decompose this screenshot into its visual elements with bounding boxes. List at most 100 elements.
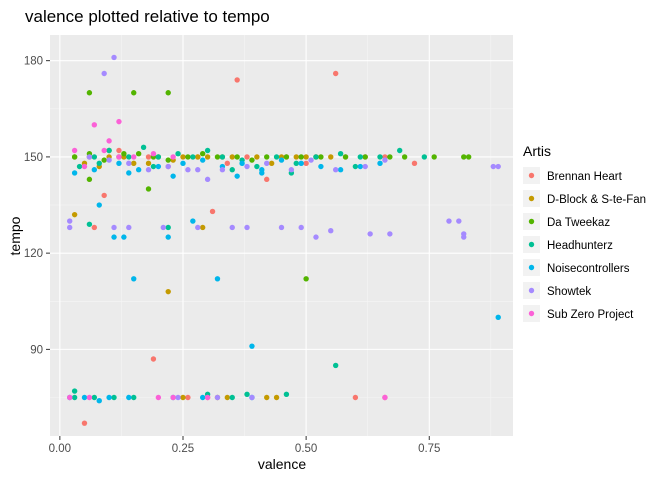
point-brennan-heart — [411, 160, 418, 167]
point-sub-zero-project — [86, 394, 93, 401]
point-brennan-heart — [101, 192, 107, 199]
point-noisecontrollers — [91, 167, 98, 173]
point-d-block-s-te-fan — [199, 224, 206, 231]
point-da-tweekaz — [283, 154, 290, 160]
point-brennan-heart — [352, 394, 359, 401]
point-showtek — [67, 224, 73, 231]
point-noisecontrollers — [135, 167, 142, 173]
point-showtek — [288, 167, 295, 173]
point-da-tweekaz — [185, 154, 191, 160]
point-showtek — [446, 218, 452, 224]
point-showtek — [195, 224, 201, 231]
point-brennan-heart — [150, 356, 157, 362]
point-sub-zero-project — [116, 118, 122, 125]
x-axis: 0.00 0.25 0.50 0.75 — [49, 436, 440, 455]
point-noisecontrollers — [199, 157, 206, 163]
point-showtek — [362, 163, 368, 170]
point-da-tweekaz — [298, 154, 304, 160]
point-headhunterz — [357, 154, 364, 160]
point-da-tweekaz — [71, 154, 78, 160]
point-showtek — [67, 218, 73, 224]
point-d-block-s-te-fan — [180, 154, 186, 160]
point-headhunterz — [377, 154, 383, 160]
point-noisecontrollers — [126, 394, 132, 401]
x-tick-label: 0.00 — [49, 443, 71, 455]
point-showtek — [175, 394, 181, 401]
point-noisecontrollers — [131, 276, 137, 282]
point-brennan-heart — [145, 154, 152, 160]
point-showtek — [101, 70, 107, 77]
point-showtek — [111, 54, 117, 61]
point-showtek — [367, 231, 373, 237]
legend-title: Artis — [523, 143, 551, 159]
point-headhunterz — [273, 154, 280, 160]
point-d-block-s-te-fan — [145, 160, 152, 167]
point-noisecontrollers — [96, 398, 102, 404]
point-showtek — [249, 394, 255, 401]
point-da-tweekaz — [86, 176, 93, 183]
point-showtek — [214, 394, 221, 401]
point-sub-zero-project — [170, 394, 176, 401]
point-showtek — [204, 176, 211, 183]
x-tick-label: 0.25 — [172, 443, 194, 455]
point-headhunterz — [96, 160, 102, 167]
point-d-block-s-te-fan — [273, 394, 280, 401]
point-headhunterz — [150, 163, 157, 170]
y-axis: 90 120 150 180 — [24, 56, 50, 356]
legend-marker-d-block-s-te-fan — [528, 195, 535, 202]
chart-title: valence plotted relative to tempo — [25, 7, 270, 26]
point-headhunterz — [204, 147, 211, 154]
point-da-tweekaz — [165, 90, 171, 96]
point-noisecontrollers — [155, 163, 162, 170]
point-d-block-s-te-fan — [293, 154, 299, 160]
point-headhunterz — [332, 362, 339, 369]
point-da-tweekaz — [318, 154, 324, 160]
point-showtek — [328, 227, 334, 234]
point-sub-zero-project — [91, 122, 98, 128]
point-noisecontrollers — [111, 234, 117, 240]
point-da-tweekaz — [234, 154, 240, 160]
y-tick-label: 120 — [24, 248, 43, 260]
point-d-block-s-te-fan — [303, 154, 309, 160]
y-axis-title: tempo — [7, 216, 23, 255]
point-showtek — [461, 234, 467, 240]
point-showtek — [308, 157, 314, 163]
point-headhunterz — [352, 163, 359, 170]
legend-marker-sub-zero-project — [528, 310, 535, 317]
point-d-block-s-te-fan — [254, 154, 260, 160]
point-headhunterz — [190, 154, 196, 160]
legend-label-headhunterz: Headhunterz — [547, 240, 613, 252]
point-sub-zero-project — [131, 154, 137, 160]
point-showtek — [195, 167, 201, 173]
point-da-tweekaz — [342, 154, 349, 160]
point-headhunterz — [313, 154, 319, 160]
point-noisecontrollers — [81, 394, 88, 401]
legend-marker-noisecontrollers — [528, 264, 535, 271]
point-sub-zero-project — [150, 150, 157, 157]
point-headhunterz — [140, 144, 147, 150]
point-sub-zero-project — [116, 154, 122, 160]
point-showtek — [145, 167, 152, 173]
point-headhunterz — [131, 394, 137, 401]
legend-marker-headhunterz — [528, 241, 535, 248]
point-headhunterz — [165, 224, 171, 231]
plot-panel — [50, 35, 513, 436]
point-sub-zero-project — [382, 394, 388, 401]
point-d-block-s-te-fan — [268, 160, 275, 167]
point-sub-zero-project — [71, 147, 78, 154]
point-sub-zero-project — [101, 147, 107, 154]
point-noisecontrollers — [116, 160, 122, 167]
point-showtek — [111, 224, 117, 231]
point-brennan-heart — [185, 394, 191, 401]
data-points — [67, 54, 501, 426]
point-brennan-heart — [234, 77, 240, 83]
point-da-tweekaz — [431, 154, 437, 160]
point-da-tweekaz — [165, 157, 171, 163]
point-headhunterz — [293, 160, 299, 167]
point-noisecontrollers — [106, 394, 112, 401]
point-noisecontrollers — [318, 163, 324, 170]
point-showtek — [244, 224, 250, 231]
point-noisecontrollers — [96, 202, 102, 208]
point-noisecontrollers — [190, 218, 196, 224]
